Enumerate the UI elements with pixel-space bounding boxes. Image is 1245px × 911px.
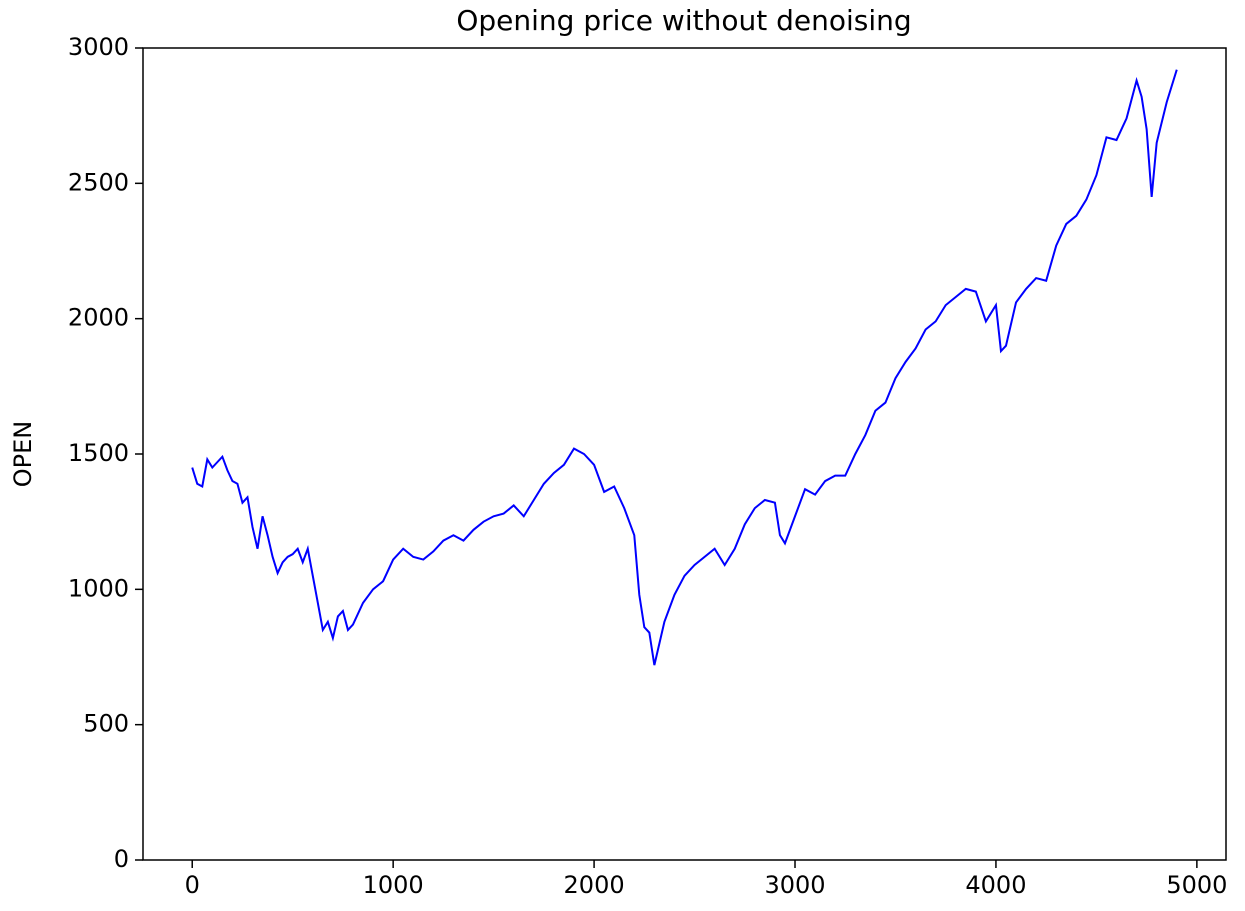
- y-tick-label: 2500: [68, 168, 129, 196]
- y-tick-label: 0: [114, 845, 129, 873]
- chart-title: Opening price without denoising: [456, 4, 911, 37]
- x-tick-label: 3000: [764, 871, 825, 899]
- x-tick-label: 0: [185, 871, 200, 899]
- plot-frame: [142, 47, 1227, 861]
- x-tick-label: 2000: [564, 871, 625, 899]
- y-tick-label: 500: [83, 710, 129, 738]
- y-tick-label: 1500: [68, 439, 129, 467]
- x-tick-label: 5000: [1166, 871, 1227, 899]
- y-axis-label: OPEN: [9, 421, 37, 487]
- y-tick-label: 1000: [68, 574, 129, 602]
- x-tick-label: 1000: [363, 871, 424, 899]
- price-line: [191, 69, 1178, 666]
- x-tick-label: 4000: [965, 871, 1026, 899]
- y-tick-label: 2000: [68, 304, 129, 332]
- y-tick-label: 3000: [68, 33, 129, 61]
